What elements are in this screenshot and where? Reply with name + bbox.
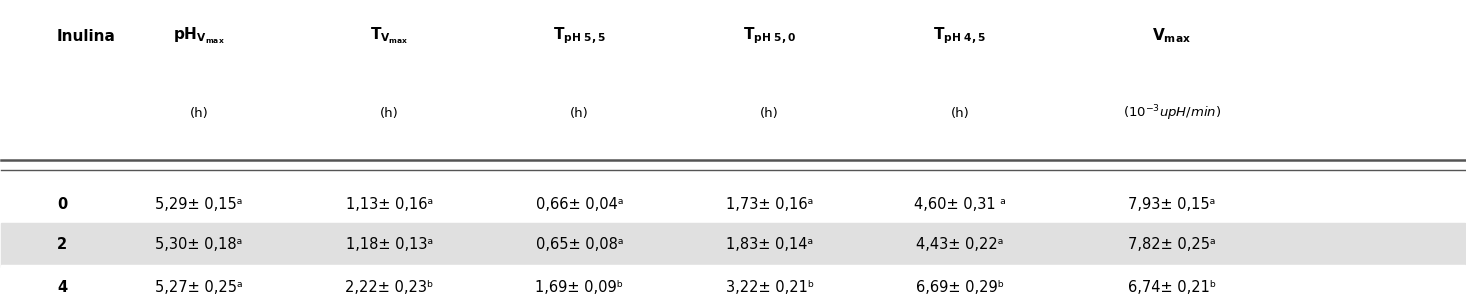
Text: 4,43± 0,22ᵃ: 4,43± 0,22ᵃ xyxy=(916,237,1004,252)
Text: 4,60± 0,31 ᵃ: 4,60± 0,31 ᵃ xyxy=(913,197,1006,212)
Text: 1,69± 0,09ᵇ: 1,69± 0,09ᵇ xyxy=(535,280,623,295)
Text: 2: 2 xyxy=(57,237,67,252)
Text: 0: 0 xyxy=(57,197,67,212)
Bar xyxy=(1,222,1465,267)
Text: (h): (h) xyxy=(570,107,589,120)
Text: 0,65± 0,08ᵃ: 0,65± 0,08ᵃ xyxy=(535,237,623,252)
Text: $\mathbf{T_{pH\ 4,5}}$: $\mathbf{T_{pH\ 4,5}}$ xyxy=(934,26,987,47)
Text: 1,13± 0,16ᵃ: 1,13± 0,16ᵃ xyxy=(346,197,432,212)
Text: $\mathbf{T_{V_{max}}}$: $\mathbf{T_{V_{max}}}$ xyxy=(369,26,409,47)
Text: 7,82± 0,25ᵃ: 7,82± 0,25ᵃ xyxy=(1129,237,1215,252)
Text: 6,74± 0,21ᵇ: 6,74± 0,21ᵇ xyxy=(1127,280,1215,295)
Text: 1,83± 0,14ᵃ: 1,83± 0,14ᵃ xyxy=(726,237,814,252)
Text: $\mathbf{pH_{V_{max}}}$: $\mathbf{pH_{V_{max}}}$ xyxy=(173,26,224,47)
Text: 0,66± 0,04ᵃ: 0,66± 0,04ᵃ xyxy=(535,197,623,212)
Text: 6,69± 0,29ᵇ: 6,69± 0,29ᵇ xyxy=(916,280,1004,295)
Text: (h): (h) xyxy=(380,107,399,120)
Text: $\mathbf{T_{pH\ 5,0}}$: $\mathbf{T_{pH\ 5,0}}$ xyxy=(743,26,796,47)
Text: 1,18± 0,13ᵃ: 1,18± 0,13ᵃ xyxy=(346,237,432,252)
Text: 2,22± 0,23ᵇ: 2,22± 0,23ᵇ xyxy=(345,280,434,295)
Text: 4: 4 xyxy=(57,280,67,295)
Text: (h): (h) xyxy=(189,107,208,120)
Bar xyxy=(1,182,1465,226)
Text: $(10^{-3}upH/min)$: $(10^{-3}upH/min)$ xyxy=(1123,104,1221,123)
Text: Inulina: Inulina xyxy=(57,29,116,44)
Text: 5,30± 0,18ᵃ: 5,30± 0,18ᵃ xyxy=(155,237,242,252)
Text: 1,73± 0,16ᵃ: 1,73± 0,16ᵃ xyxy=(726,197,814,212)
Text: $\mathbf{T_{pH\ 5,5}}$: $\mathbf{T_{pH\ 5,5}}$ xyxy=(553,26,605,47)
Text: $\mathbf{V_{max}}$: $\mathbf{V_{max}}$ xyxy=(1152,27,1192,46)
Text: 7,93± 0,15ᵃ: 7,93± 0,15ᵃ xyxy=(1129,197,1215,212)
Text: (h): (h) xyxy=(761,107,778,120)
Text: 3,22± 0,21ᵇ: 3,22± 0,21ᵇ xyxy=(726,280,814,295)
Bar xyxy=(1,265,1465,306)
Text: 5,29± 0,15ᵃ: 5,29± 0,15ᵃ xyxy=(155,197,242,212)
Text: (h): (h) xyxy=(950,107,969,120)
Text: 5,27± 0,25ᵃ: 5,27± 0,25ᵃ xyxy=(155,280,243,295)
